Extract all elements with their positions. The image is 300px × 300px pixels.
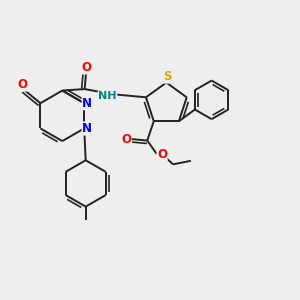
- Text: O: O: [157, 148, 167, 161]
- Text: NH: NH: [98, 91, 117, 101]
- Text: N: N: [82, 97, 92, 110]
- Text: S: S: [164, 70, 172, 83]
- Text: O: O: [18, 78, 28, 91]
- Text: O: O: [122, 133, 131, 146]
- Text: O: O: [81, 61, 91, 74]
- Text: N: N: [82, 122, 92, 135]
